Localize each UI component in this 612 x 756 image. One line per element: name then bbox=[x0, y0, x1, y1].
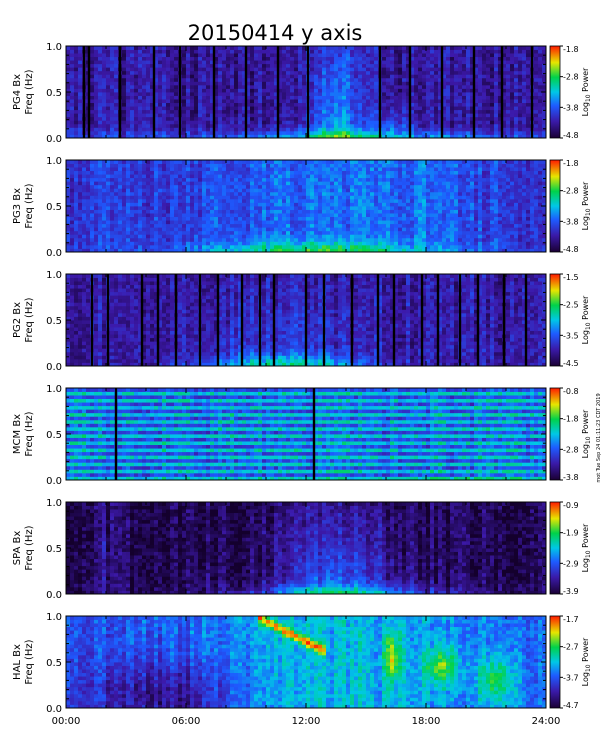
y-tick-label: 0.5 bbox=[46, 430, 62, 441]
y-tick-label: 0.5 bbox=[46, 202, 62, 213]
y-axis-label: Freq (Hz) bbox=[24, 411, 35, 456]
y-tick-label: 0.0 bbox=[46, 248, 62, 259]
colorbar-label: Log10 Power bbox=[581, 67, 592, 116]
heatmap bbox=[66, 274, 547, 367]
x-tick-label: 12:00 bbox=[292, 716, 321, 727]
figure-title: 20150414 y axis bbox=[188, 21, 363, 45]
station-label: PG4 Bx bbox=[12, 74, 23, 110]
y-tick-label: 0.0 bbox=[46, 362, 62, 373]
y-axis-label: Freq (Hz) bbox=[24, 525, 35, 570]
y-tick-label: 1.0 bbox=[46, 42, 62, 53]
panel-pg4: 0.0 0.5 1.0 PG4 Bx Freq (Hz) -1.8 -2.8 -3.8 -4.8… bbox=[12, 42, 592, 145]
colorbar-label: Log10 Power bbox=[581, 637, 592, 686]
colorbar-label: Log10 Power bbox=[581, 409, 592, 458]
heatmap bbox=[66, 46, 547, 139]
heatmap bbox=[66, 388, 547, 481]
y-tick-label: 0.0 bbox=[46, 590, 62, 601]
panel-pg2: 0.0 0.5 1.0 PG2 Bx Freq (Hz) -1.5 -2.5 -3.5 -4.5… bbox=[12, 270, 592, 373]
colorbar-tick-label: -0.9 bbox=[563, 501, 579, 510]
colorbar-tick-label: -4.8 bbox=[563, 131, 579, 140]
panel-hal: 0.0 0.5 1.0 HAL Bx Freq (Hz) -1.7 -2.7 -3.7 -4.7… bbox=[12, 612, 592, 715]
colorbar bbox=[549, 615, 561, 709]
colorbar-label: Log10 Power bbox=[581, 295, 592, 344]
colorbar-tick-label: -4.8 bbox=[563, 245, 579, 254]
heatmap bbox=[66, 502, 547, 595]
y-axis-label: Freq (Hz) bbox=[24, 69, 35, 114]
colorbar-tick-label: -4.7 bbox=[563, 701, 579, 710]
x-tick-label: 18:00 bbox=[412, 716, 441, 727]
y-tick-label: 1.0 bbox=[46, 498, 62, 509]
y-axis-label: Freq (Hz) bbox=[24, 183, 35, 228]
colorbar-tick-label: -3.8 bbox=[563, 473, 579, 482]
colorbar-tick-label: -1.5 bbox=[563, 273, 579, 282]
colorbar bbox=[549, 501, 561, 595]
colorbar-tick-label: -4.5 bbox=[563, 359, 579, 368]
y-tick-label: 1.0 bbox=[46, 384, 62, 395]
y-tick-label: 0.0 bbox=[46, 476, 62, 487]
colorbar-tick-label: -3.5 bbox=[563, 331, 579, 340]
panel-spa: 0.0 0.5 1.0 SPA Bx Freq (Hz) -0.9 -1.9 -2.9 -3.9… bbox=[12, 498, 592, 601]
y-axis-label: Freq (Hz) bbox=[24, 297, 35, 342]
station-label: SPA Bx bbox=[12, 531, 23, 566]
y-axis-label: Freq (Hz) bbox=[24, 639, 35, 684]
y-tick-label: 0.5 bbox=[46, 544, 62, 555]
colorbar-tick-label: -3.8 bbox=[563, 217, 579, 226]
colorbar bbox=[549, 159, 561, 253]
y-tick-label: 0.5 bbox=[46, 658, 62, 669]
colorbar-tick-label: -2.8 bbox=[563, 73, 579, 82]
station-label: PG3 Bx bbox=[12, 188, 23, 224]
panel-mcm: 0.0 0.5 1.0 MCM Bx Freq (Hz) -0.8 -1.8 -2.8 -3.8… bbox=[12, 384, 592, 487]
y-tick-label: 1.0 bbox=[46, 270, 62, 281]
station-label: PG2 Bx bbox=[12, 302, 23, 338]
colorbar-tick-label: -2.7 bbox=[563, 643, 579, 652]
colorbar-tick-label: -3.8 bbox=[563, 103, 579, 112]
x-axis: 00:00 06:00 12:00 18:00 24:00 bbox=[52, 716, 561, 727]
colorbar-tick-label: -1.7 bbox=[563, 615, 579, 624]
y-tick-label: 0.5 bbox=[46, 88, 62, 99]
colorbar bbox=[549, 387, 561, 481]
colorbar-tick-label: -1.8 bbox=[563, 159, 579, 168]
y-tick-label: 1.0 bbox=[46, 612, 62, 623]
colorbar bbox=[549, 45, 561, 139]
station-label: HAL Bx bbox=[12, 644, 23, 680]
x-tick-label: 24:00 bbox=[532, 716, 561, 727]
colorbar-tick-label: -2.8 bbox=[563, 445, 579, 454]
x-tick-label: 00:00 bbox=[52, 716, 81, 727]
y-tick-label: 1.0 bbox=[46, 156, 62, 167]
colorbar-tick-label: -1.8 bbox=[563, 415, 579, 424]
y-tick-label: 0.5 bbox=[46, 316, 62, 327]
colorbar bbox=[549, 273, 561, 367]
colorbar-tick-label: -0.8 bbox=[563, 387, 579, 396]
timestamp-stamp: mot Tue Sep 24 01:11:23 CDT 2019 bbox=[596, 393, 602, 482]
x-tick-label: 06:00 bbox=[172, 716, 201, 727]
heatmap bbox=[66, 616, 547, 709]
panel-pg3: 0.0 0.5 1.0 PG3 Bx Freq (Hz) -1.8 -2.8 -3.8 -4.8… bbox=[12, 156, 592, 259]
station-label: MCM Bx bbox=[12, 414, 23, 454]
colorbar-tick-label: -1.9 bbox=[563, 529, 579, 538]
colorbar-tick-label: -3.7 bbox=[563, 673, 579, 682]
heatmap bbox=[66, 160, 547, 253]
colorbar-tick-label: -3.9 bbox=[563, 587, 579, 596]
colorbar-label: Log10 Power bbox=[581, 181, 592, 230]
y-tick-label: 0.0 bbox=[46, 704, 62, 715]
colorbar-tick-label: -2.8 bbox=[563, 187, 579, 196]
colorbar-tick-label: -2.5 bbox=[563, 301, 579, 310]
colorbar-label: Log10 Power bbox=[581, 523, 592, 572]
y-tick-label: 0.0 bbox=[46, 134, 62, 145]
colorbar-tick-label: -1.8 bbox=[563, 45, 579, 54]
colorbar-tick-label: -2.9 bbox=[563, 559, 579, 568]
